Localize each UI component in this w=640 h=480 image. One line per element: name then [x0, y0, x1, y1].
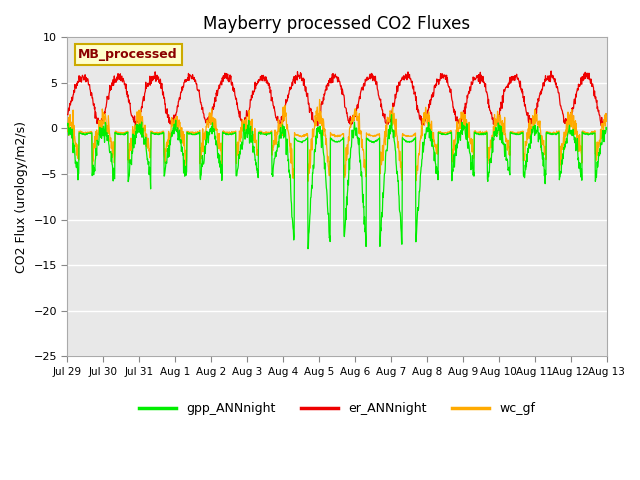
Title: Mayberry processed CO2 Fluxes: Mayberry processed CO2 Fluxes	[204, 15, 470, 33]
Y-axis label: CO2 Flux (urology/m2/s): CO2 Flux (urology/m2/s)	[15, 121, 28, 273]
Legend: gpp_ANNnight, er_ANNnight, wc_gf: gpp_ANNnight, er_ANNnight, wc_gf	[134, 397, 540, 420]
Text: MB_processed: MB_processed	[78, 48, 178, 61]
